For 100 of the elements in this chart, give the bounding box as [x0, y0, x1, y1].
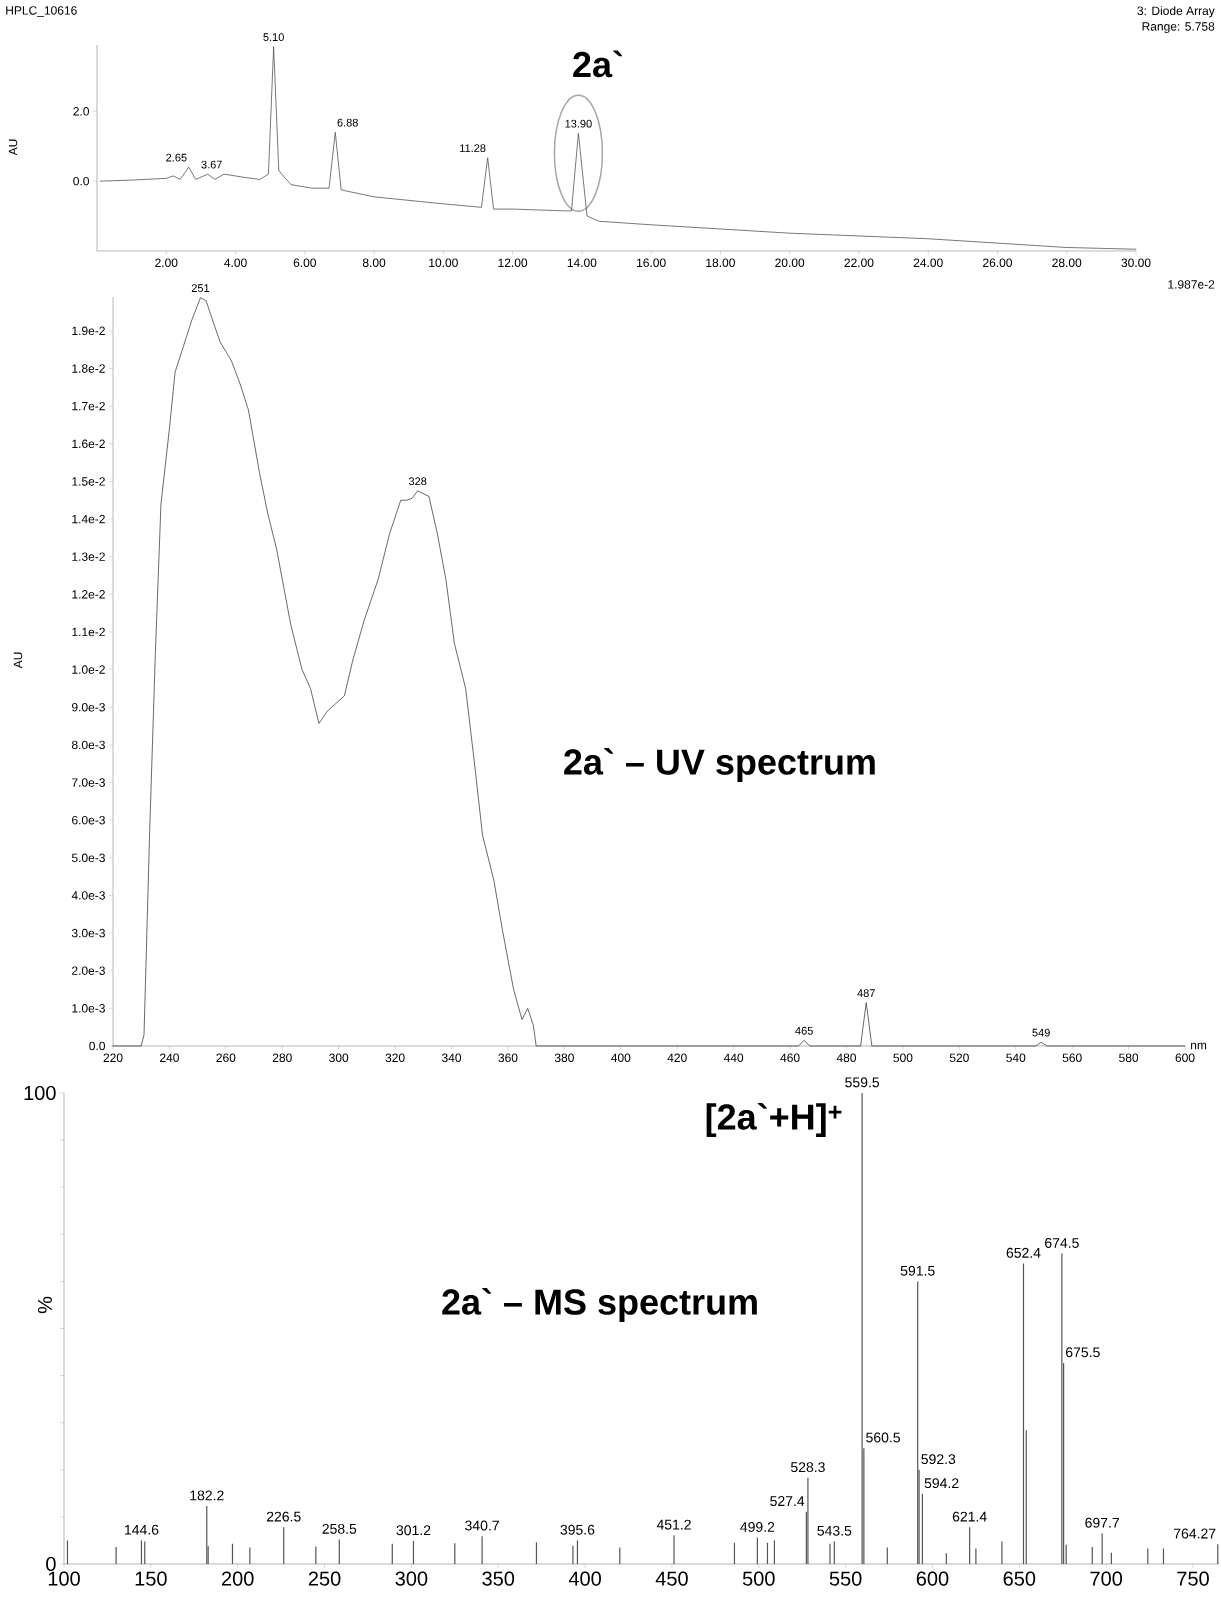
x-tick-label: 550	[829, 1571, 862, 1586]
annotation: 11.28	[460, 144, 486, 153]
annotation: 13.90	[565, 119, 592, 128]
x-tick-label: 26.00	[983, 258, 1013, 267]
y-axis-title: AU	[13, 652, 23, 669]
annotation: 3.67	[201, 160, 222, 169]
chart-title: HPLC_10616	[6, 6, 77, 17]
y-axis-title: AU	[8, 139, 18, 156]
x-tick-label: 150	[135, 1571, 167, 1586]
annotation: 2a` – MS spectrum	[442, 1288, 757, 1322]
x-tick-label: 400	[611, 1053, 631, 1063]
y-tick-label: 1.5e-2	[72, 477, 105, 486]
y-tick-label: 1.7e-2	[72, 401, 105, 411]
x-tick-label: 460	[780, 1053, 800, 1063]
x-tick-label: 8.00	[362, 258, 386, 267]
text: Range: 5.758	[1142, 22, 1215, 34]
x-tick-label: 16.00	[637, 258, 666, 267]
annotation: 2.65	[166, 153, 187, 162]
annotation: 560.5	[866, 1432, 900, 1443]
x-tick-label: 420	[667, 1053, 687, 1063]
annotation: 675.5	[1066, 1347, 1100, 1358]
annotation: 5.10	[263, 33, 284, 42]
x-tick-label: 22.00	[844, 258, 874, 267]
x-tick-label: 220	[103, 1053, 123, 1063]
annotation: 2a` – UV spectrum	[564, 748, 875, 782]
annotation: 559.5	[845, 1077, 880, 1088]
x-tick-label: 650	[1003, 1571, 1036, 1586]
annotation: 528.3	[790, 1462, 825, 1473]
annotation: 594.2	[924, 1478, 959, 1489]
x-tick-label: 340	[441, 1053, 462, 1063]
text: 1.987e-2	[1168, 280, 1215, 289]
annotation: 328	[408, 477, 427, 486]
y-tick-label: 4.0e-3	[71, 891, 105, 900]
x-tick-label: 360	[498, 1053, 518, 1063]
x-tick-label: 440	[723, 1053, 744, 1063]
annotation: 499.2	[740, 1522, 775, 1532]
annotation: 674.5	[1045, 1237, 1079, 1248]
annotation: 543.5	[817, 1525, 852, 1536]
x-tick-label: 380	[554, 1053, 574, 1063]
x-tick-label: 4.00	[224, 258, 247, 267]
x-tick-label: 500	[893, 1053, 913, 1063]
y-tick-label: 8.0e-3	[71, 740, 105, 750]
annotation: [2a`+H]$^{+}$	[706, 1103, 842, 1137]
x-tick-label: 6.00	[293, 258, 317, 267]
annotation: 764.27	[1173, 1528, 1216, 1539]
x-tick-label: 600	[1175, 1053, 1195, 1063]
annotation: 591.5	[900, 1265, 935, 1276]
y-tick-label: 1.3e-2	[72, 552, 105, 561]
annotation: 340.7	[465, 1520, 499, 1531]
y-tick-label: 3.0e-3	[71, 928, 105, 938]
y-tick-label: 0.0	[89, 1041, 105, 1051]
annotation: 226.5	[266, 1511, 301, 1522]
x-tick-label: 700	[1090, 1571, 1123, 1586]
x-tick-label: 400	[568, 1571, 601, 1586]
annotation: 144.6	[125, 1524, 159, 1535]
annotation: 301.2	[396, 1525, 431, 1536]
x-tick-label: 20.00	[775, 258, 805, 267]
x-tick-label: 480	[836, 1053, 857, 1063]
x-tick-label: 200	[222, 1571, 254, 1586]
annotation: 621.4	[952, 1511, 987, 1522]
annotation: 487	[857, 989, 875, 998]
x-tick-label: 24.00	[913, 258, 943, 267]
y-tick-label: 2.0	[73, 107, 89, 116]
x-tick-label: 520	[949, 1053, 969, 1063]
y-axis-title: %	[37, 1296, 52, 1314]
y-tick-label: 1.0e-2	[72, 665, 105, 674]
y-tick-label: 1.4e-2	[72, 514, 105, 524]
x-tick-label: 300	[395, 1571, 428, 1586]
y-tick-label: 0	[46, 1556, 56, 1572]
x-tick-label: 2.00	[155, 258, 178, 267]
x-tick-label: 560	[1062, 1053, 1082, 1063]
x-tick-label: 320	[385, 1053, 405, 1063]
y-tick-label: 1.1e-2	[72, 627, 105, 637]
x-tick-label: 250	[308, 1571, 341, 1586]
text: 3: Diode Array	[1137, 6, 1215, 18]
annotation: 6.88	[337, 118, 358, 127]
y-tick-label: 1.0e-3	[72, 1004, 105, 1013]
y-tick-label: 6.0e-3	[72, 815, 105, 825]
y-tick-label: 1.8e-2	[72, 364, 105, 373]
y-tick-label: 1.9e-2	[72, 326, 105, 336]
y-tick-label: 1.6e-2	[72, 439, 105, 449]
x-tick-label: 30.00	[1121, 258, 1151, 267]
annotation: 395.6	[560, 1524, 595, 1535]
annotation: 527.4	[770, 1496, 805, 1507]
x-tick-label: 28.00	[1052, 258, 1082, 267]
x-tick-label: 500	[742, 1571, 775, 1586]
x-axis-title: nm	[1191, 1042, 1207, 1050]
x-tick-label: 280	[272, 1053, 292, 1063]
x-tick-label: 12.00	[498, 258, 528, 267]
annotation: 549	[1032, 1028, 1050, 1037]
y-tick-label: 7.0e-3	[72, 778, 105, 787]
x-tick-label: 540	[1006, 1053, 1026, 1063]
annotation: 251	[191, 284, 210, 293]
x-tick-label: 14.00	[567, 258, 597, 267]
annotation: 258.5	[322, 1523, 357, 1534]
annotation: 592.3	[921, 1454, 956, 1465]
annotation: 451.2	[656, 1519, 691, 1530]
annotation: 2a`	[573, 50, 623, 78]
y-tick-label: 2.0e-3	[72, 966, 105, 975]
x-tick-label: 450	[655, 1571, 688, 1586]
